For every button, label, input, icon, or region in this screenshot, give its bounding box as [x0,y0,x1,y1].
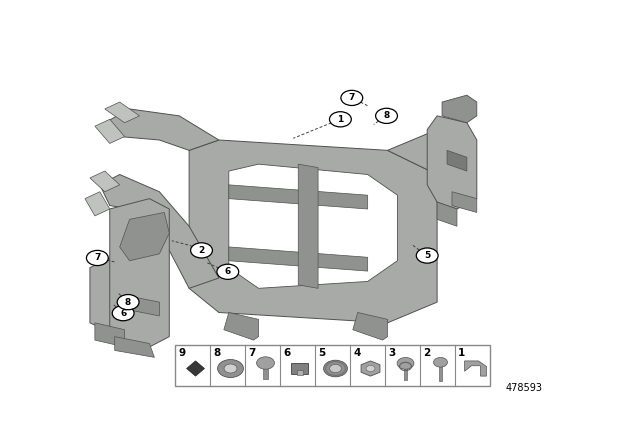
Circle shape [217,264,239,280]
Polygon shape [187,361,204,376]
Polygon shape [105,109,219,151]
Text: 2: 2 [423,349,431,358]
Text: 7: 7 [94,254,100,263]
Text: 7: 7 [248,349,255,358]
Circle shape [257,357,275,369]
Text: 1: 1 [337,115,344,124]
Circle shape [376,108,397,124]
Text: 2: 2 [198,246,205,255]
Bar [175,345,490,386]
Polygon shape [229,247,367,271]
Polygon shape [125,295,159,316]
Polygon shape [437,202,457,226]
Polygon shape [120,212,169,261]
Polygon shape [224,313,259,340]
Polygon shape [428,116,477,209]
Polygon shape [229,164,397,289]
Bar [296,370,303,375]
Circle shape [112,306,134,321]
Polygon shape [452,192,477,212]
Circle shape [117,294,139,310]
Text: 6: 6 [120,309,126,318]
Polygon shape [110,198,169,347]
Text: 5: 5 [318,349,326,358]
Polygon shape [189,140,437,323]
Polygon shape [115,336,154,358]
Polygon shape [465,361,486,376]
Polygon shape [229,185,367,209]
Polygon shape [95,119,125,143]
Circle shape [341,90,363,105]
Circle shape [397,358,414,369]
Circle shape [324,360,348,377]
Circle shape [191,243,212,258]
Circle shape [224,364,237,373]
Text: 3: 3 [388,349,396,358]
Text: 6: 6 [283,349,291,358]
Polygon shape [85,192,110,216]
Text: 4: 4 [353,349,360,358]
Polygon shape [298,164,318,289]
Polygon shape [447,151,467,171]
Circle shape [366,366,375,372]
Polygon shape [105,102,140,123]
Text: 8: 8 [125,297,131,306]
Polygon shape [388,129,467,174]
Polygon shape [95,323,125,347]
Text: 7: 7 [349,94,355,103]
Polygon shape [90,254,140,336]
Polygon shape [361,361,380,376]
Text: 8: 8 [383,112,390,121]
Polygon shape [90,171,120,192]
Bar [291,363,308,374]
Circle shape [330,112,351,127]
Text: 478593: 478593 [506,383,543,392]
Text: 1: 1 [458,349,465,358]
Text: 5: 5 [424,251,430,260]
Text: 9: 9 [178,349,186,358]
Polygon shape [442,95,477,123]
Text: 6: 6 [225,267,231,276]
Bar [263,365,268,379]
Bar [439,364,442,381]
Text: 8: 8 [213,349,220,358]
Circle shape [416,248,438,263]
Polygon shape [353,313,388,340]
Polygon shape [100,174,219,289]
Circle shape [218,360,243,378]
Bar [403,366,408,379]
Circle shape [433,358,447,367]
Circle shape [86,250,108,266]
Circle shape [330,364,342,373]
